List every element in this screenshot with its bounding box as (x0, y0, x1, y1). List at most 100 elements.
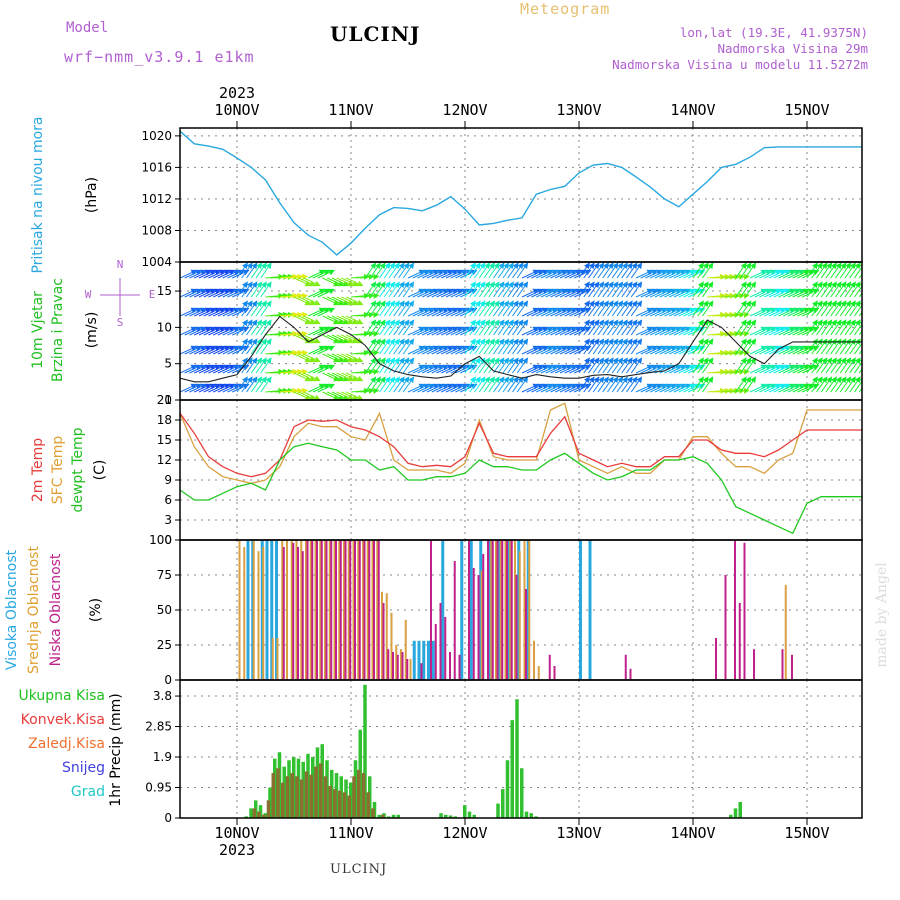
wind-arrow (864, 346, 880, 354)
wind-arrow (322, 334, 340, 344)
x-tick-label-top: 14NOV (670, 101, 715, 119)
wind-arrow (597, 281, 609, 298)
wind-arrow (417, 307, 435, 317)
wind-arrow (369, 376, 381, 393)
precip-bar-1 (380, 814, 385, 818)
wind-arrow (664, 326, 682, 336)
wind-arrow (194, 326, 212, 336)
wind-arrow (260, 319, 272, 336)
wind-arrow (521, 383, 540, 393)
wind-arrow (322, 315, 340, 325)
cloud-bar-0 (417, 640, 421, 680)
wind-arrow (602, 281, 614, 298)
wind-arrow (854, 300, 862, 317)
wind-arrow (474, 300, 486, 317)
cloud-bar-1 (362, 540, 364, 680)
wind-arrow (488, 357, 500, 374)
wind-arrow (839, 300, 852, 317)
wind-arrow (621, 262, 633, 279)
wind-arrow (844, 357, 856, 374)
cloud-bar-2 (553, 666, 556, 680)
wind-arrow (426, 307, 445, 317)
wind-arrow (331, 277, 350, 287)
cloud-bar-0 (412, 640, 416, 680)
wind-arrow (255, 338, 267, 355)
wind-arrow (640, 269, 658, 279)
wind-arrow (531, 364, 549, 374)
wind-arrow (645, 383, 663, 393)
wind-arrow (289, 292, 309, 299)
wind-arrow (298, 353, 316, 363)
compass-e: E (149, 288, 156, 301)
wind-arrow (616, 281, 628, 298)
cloud-bar-2 (373, 540, 375, 680)
wind-arrow (854, 338, 862, 355)
wind-arrow (383, 300, 396, 317)
pressure-label: Pritisak na nivou mora (30, 116, 46, 273)
wind-arrow (241, 376, 253, 393)
wind-arrow (441, 269, 459, 279)
wind-arrow (364, 319, 377, 336)
wind-arrow (778, 383, 796, 393)
wind-arrow (559, 326, 578, 336)
wind-arrow (787, 269, 806, 279)
cloud-bar-1 (495, 540, 497, 680)
wind-arrow (388, 376, 400, 393)
wind-arrow (664, 307, 682, 317)
cloud-bar-2 (377, 540, 380, 680)
wind-arrow (550, 364, 568, 374)
wind-arrow (374, 300, 386, 317)
wind-arrow (478, 338, 491, 355)
cloud-bar-2 (482, 554, 485, 680)
cloud-bar-1 (257, 551, 260, 680)
cloud-bar-2 (292, 542, 295, 680)
wind-arrow (407, 326, 426, 336)
wind-arrow (792, 383, 810, 393)
wind-arrow (289, 387, 309, 394)
cloud-bar-1 (333, 540, 336, 680)
wind-arrow (426, 326, 445, 336)
wind-arrow (811, 281, 823, 298)
cloud-label-low: Niska Oblacnost (48, 553, 64, 666)
precip-bar-1 (290, 773, 294, 818)
wind-arrow (654, 307, 673, 317)
wind-arrow (773, 307, 791, 317)
wind-label-1: 10m Vjetar (30, 291, 46, 369)
wind-arrow (540, 364, 559, 374)
cloud-bar-1 (262, 547, 265, 680)
wind-arrow (369, 357, 381, 374)
precip-bar-1 (371, 808, 375, 818)
wind-arrow (388, 319, 400, 336)
wind-arrow (412, 364, 430, 374)
wind-arrow (388, 281, 400, 298)
precip-bar-1 (295, 776, 299, 818)
y-tick-label: 3.8 (153, 689, 172, 703)
wind-arrow (864, 270, 880, 278)
wind-arrow (474, 376, 486, 393)
wind-arrow (417, 326, 435, 336)
wind-arrow (441, 345, 459, 355)
compass-n: N (117, 258, 124, 271)
wind-arrow (493, 300, 505, 317)
y-tick-label: 0 (164, 393, 172, 407)
wind-arrow (621, 300, 633, 317)
cloud-bar-2 (629, 668, 632, 680)
wind-arrow (407, 288, 426, 298)
wind-arrow (626, 338, 638, 355)
wind-arrow (298, 277, 316, 287)
wind-arrow (811, 262, 823, 279)
wind-arrow (740, 319, 752, 336)
wind-arrow (203, 288, 221, 298)
wind-arrow (526, 383, 544, 393)
cloud-bar-2 (325, 540, 328, 680)
cloud-bar-0 (275, 540, 278, 680)
wind-arrow (578, 357, 590, 374)
wind-arrow (346, 391, 364, 400)
wind-arrow (236, 281, 248, 298)
wind-arrow (616, 262, 628, 279)
cloud-bar-1 (518, 551, 521, 680)
wind-arrow (555, 383, 573, 393)
wind-arrow (768, 269, 787, 279)
wind-arrow (308, 288, 326, 298)
wind-arrow (474, 281, 486, 298)
